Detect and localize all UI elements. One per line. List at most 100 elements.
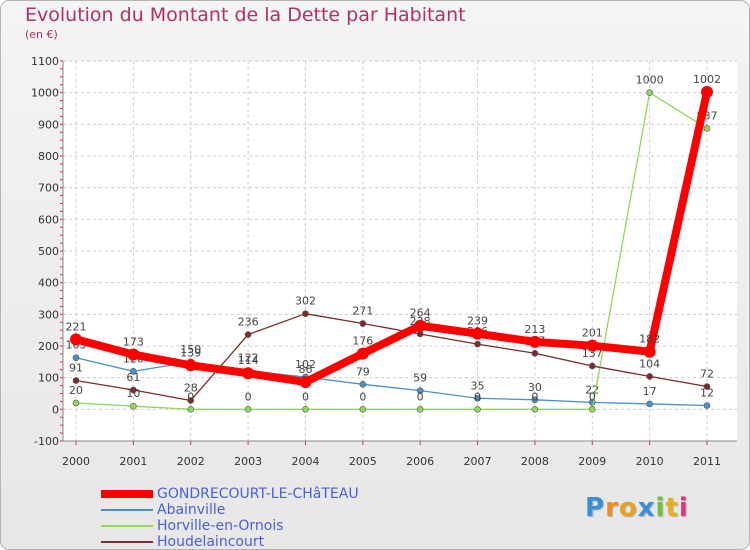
data-point-houdelaincourt — [359, 320, 367, 327]
chart-title: Evolution du Montant de la Dette par Hab… — [25, 4, 466, 26]
data-label-gondrecourt-le-ch-teau: 201 — [582, 327, 603, 340]
x-tick-label: 2000 — [62, 455, 90, 468]
data-point-houdelaincourt — [72, 377, 80, 384]
data-point-houdelaincourt — [130, 386, 137, 394]
x-tick-label: 2011 — [693, 455, 721, 468]
data-label-gondrecourt-le-ch-teau: 139 — [180, 346, 201, 359]
data-point-gondrecourt-le-ch-teau — [471, 327, 484, 340]
data-label-houdelaincourt: 91 — [69, 362, 83, 375]
data-label-horville-en-ornois: 0 — [417, 390, 424, 403]
data-point-abainville — [416, 387, 424, 394]
data-point-gondrecourt-le-ch-teau — [70, 333, 82, 346]
data-point-horville-en-ornois — [531, 406, 539, 413]
data-label-gondrecourt-le-ch-teau: 86 — [298, 363, 312, 376]
data-point-gondrecourt-le-ch-teau — [528, 335, 541, 348]
legend-swatch-abainville — [101, 509, 153, 511]
y-tick-label: 100 — [38, 372, 59, 385]
x-tick-label: 2001 — [119, 455, 147, 468]
data-point-horville-en-ornois — [244, 406, 252, 413]
chart-unit: (en €) — [25, 28, 58, 41]
data-point-gondrecourt-le-ch-teau — [299, 376, 312, 389]
data-point-houdelaincourt — [474, 340, 481, 348]
data-point-houdelaincourt — [302, 310, 309, 318]
data-point-houdelaincourt — [646, 373, 653, 380]
data-label-horville-en-ornois: 0 — [245, 390, 252, 403]
data-label-horville-en-ornois: 0 — [589, 390, 596, 403]
data-point-gondrecourt-le-ch-teau — [127, 348, 140, 361]
data-label-horville-en-ornois: 0 — [474, 390, 481, 403]
data-label-gondrecourt-le-ch-teau: 176 — [352, 335, 373, 348]
data-label-horville-en-ornois: 0 — [359, 390, 366, 403]
x-tick-label: 2008 — [521, 455, 549, 468]
legend-label: GONDRECOURT-LE-CHâTEAU — [157, 486, 359, 502]
logo-letter: t — [665, 493, 679, 523]
y-tick-label: 700 — [38, 182, 59, 195]
data-label-horville-en-ornois: 0 — [531, 390, 538, 403]
data-point-horville-en-ornois — [703, 125, 711, 132]
data-label-gondrecourt-le-ch-teau: 221 — [66, 320, 87, 333]
data-point-horville-en-ornois — [72, 399, 80, 407]
data-label-houdelaincourt: 236 — [238, 316, 259, 329]
y-tick-label: 900 — [38, 118, 59, 131]
data-label-houdelaincourt: 72 — [700, 368, 714, 381]
proxiti-logo: Proxiti — [585, 493, 689, 523]
y-tick-label: 0 — [52, 403, 59, 416]
data-point-gondrecourt-le-ch-teau — [356, 347, 369, 360]
x-tick-label: 2005 — [349, 455, 377, 468]
data-label-abainville: 12 — [700, 387, 714, 400]
logo-letter: x — [637, 493, 656, 523]
data-label-horville-en-ornois: 0 — [187, 390, 194, 403]
legend-label: Houdelaincourt — [157, 534, 265, 550]
data-label-horville-en-ornois: 20 — [69, 384, 83, 397]
data-label-gondrecourt-le-ch-teau: 173 — [123, 336, 144, 349]
data-label-abainville: 122 — [238, 352, 259, 365]
y-tick-label: 600 — [38, 213, 59, 226]
data-label-houdelaincourt: 28 — [184, 381, 198, 394]
data-label-abainville: 35 — [471, 379, 485, 392]
data-label-abainville: 30 — [528, 381, 542, 394]
data-point-gondrecourt-le-ch-teau — [184, 359, 197, 372]
legend-swatch-gondrecourt — [101, 490, 153, 498]
data-label-abainville: 17 — [643, 385, 657, 398]
legend-swatch-horville — [101, 525, 153, 527]
logo-letter: i — [655, 493, 666, 523]
data-point-horville-en-ornois — [416, 406, 424, 413]
logo-letter: o — [618, 493, 638, 523]
data-point-horville-en-ornois — [646, 89, 653, 96]
x-tick-label: 2006 — [406, 455, 434, 468]
data-label-houdelaincourt: 61 — [126, 371, 140, 384]
data-label-gondrecourt-le-ch-teau: 1002 — [693, 73, 721, 86]
data-label-gondrecourt-le-ch-teau: 239 — [467, 315, 488, 328]
x-tick-label: 2009 — [578, 455, 606, 468]
data-point-houdelaincourt — [244, 331, 252, 338]
data-point-abainville — [130, 368, 137, 375]
data-point-houdelaincourt — [416, 330, 424, 338]
x-tick-label: 2004 — [291, 455, 319, 468]
data-point-abainville — [474, 394, 481, 402]
data-point-horville-en-ornois — [474, 406, 481, 413]
data-label-gondrecourt-le-ch-teau: 213 — [524, 323, 545, 336]
data-point-houdelaincourt — [588, 362, 596, 370]
y-tick-label: 1000 — [31, 87, 59, 100]
data-point-gondrecourt-le-ch-teau — [586, 339, 599, 352]
data-point-abainville — [646, 400, 653, 408]
legend-swatch-houdelaincourt — [101, 541, 153, 543]
y-tick-label: 1100 — [31, 55, 59, 68]
data-point-horville-en-ornois — [588, 406, 596, 413]
data-point-gondrecourt-le-ch-teau — [701, 86, 713, 99]
data-label-abainville: 79 — [356, 365, 370, 378]
logo-letter: P — [585, 493, 606, 523]
data-point-horville-en-ornois — [187, 406, 195, 413]
data-point-horville-en-ornois — [302, 406, 309, 413]
data-point-abainville — [359, 381, 367, 388]
series-line-gondrecourt-le-ch-teau — [72, 88, 711, 387]
data-point-abainville — [72, 354, 80, 362]
y-tick-label: 500 — [38, 245, 59, 258]
data-point-houdelaincourt — [703, 383, 711, 390]
y-tick-label: -100 — [34, 435, 59, 448]
y-tick-label: 200 — [38, 340, 59, 353]
data-point-abainville — [531, 396, 539, 404]
legend-label: Abainville — [157, 502, 226, 518]
data-label-abainville: 150 — [180, 343, 201, 356]
